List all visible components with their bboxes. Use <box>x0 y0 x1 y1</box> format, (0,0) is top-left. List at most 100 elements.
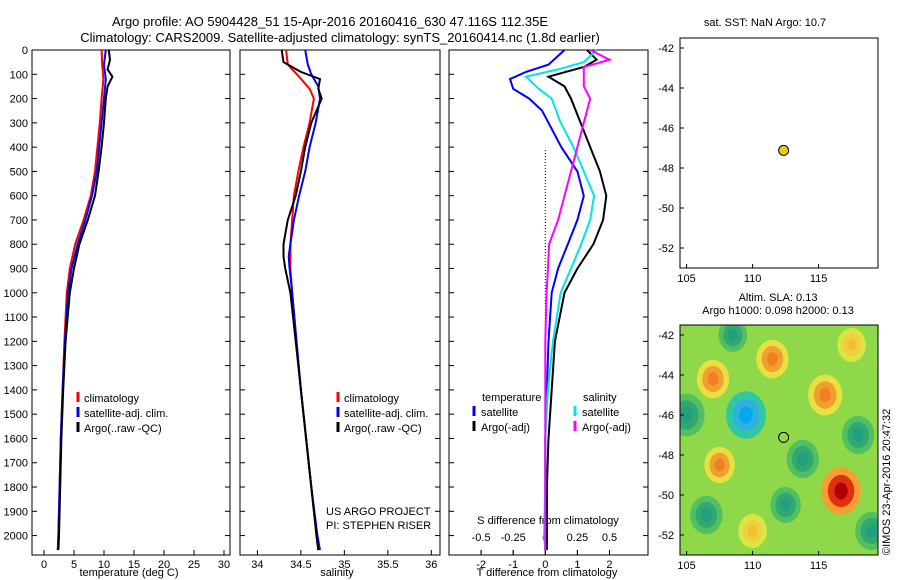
sla-anomaly-center <box>701 508 712 522</box>
depth-tick-label: 1100 <box>4 312 28 324</box>
salinity-diff-tick-label: -0.25 <box>501 532 526 544</box>
depth-tick-label: 1900 <box>4 506 28 518</box>
difference-xtick-label: 0 <box>542 559 548 571</box>
sst_map-xtick-label: 115 <box>810 273 828 285</box>
figure-title-line2: Climatology: CARS2009. Satellite-adjuste… <box>80 30 600 45</box>
difference-xtick-label: 1 <box>574 559 580 571</box>
temperature-legend-title: temperature <box>482 392 541 404</box>
temperature-legend-entry: Argo(..raw -QC) <box>84 423 162 435</box>
sst_map-ytick-label: -52 <box>658 243 674 255</box>
sla_map-ytick-label: -44 <box>658 370 674 382</box>
difference-frame <box>448 49 649 556</box>
sla-anomaly-center <box>834 482 848 500</box>
sla_map-xtick-label: 115 <box>810 560 828 572</box>
temperature-panel: 0 5 10 15 20 25 300100200300400500600700800900… <box>4 45 231 571</box>
salinity-xtick-label: 34 <box>251 559 263 571</box>
temperature-xtick-label: 10 <box>98 559 110 571</box>
salinity-xtick-label: 36 <box>425 559 437 571</box>
temperature-xtick-label: 15 <box>128 559 140 571</box>
depth-tick-label: 1800 <box>4 482 28 494</box>
difference-xtick-label: -2 <box>476 559 486 571</box>
temperature-legend-entry: satellite <box>481 407 518 419</box>
sla_map-ytick-label: -52 <box>658 530 674 542</box>
salinity-xlabel: salinity <box>320 567 354 579</box>
sla-anomaly-center <box>767 352 778 366</box>
sst_map-ytick-label: -50 <box>658 203 674 215</box>
depth-tick-label: 1200 <box>4 336 28 348</box>
sst_map-xtick-label: 105 <box>677 273 695 285</box>
sla_map-panel: 105 110 115 -42 -44 -46 -48 -50 -52 <box>658 324 879 572</box>
salinity-legend-entry: satellite-adj. clim. <box>344 408 428 420</box>
depth-tick-label: 0 <box>22 45 28 57</box>
sst_map-frame <box>679 37 879 269</box>
temperature-xlabel: temperature (deg C) <box>79 567 178 579</box>
sla-anomaly-center <box>866 524 877 538</box>
temperature-xtick-label: 0 <box>41 559 47 571</box>
sst_map-argo-location-marker <box>778 144 790 156</box>
sla-anomaly-center <box>819 387 831 403</box>
sla_map-ytick-label: -48 <box>658 450 674 462</box>
figure-title-line1: Argo profile: AO 5904428_51 15-Apr-2016 … <box>112 14 548 29</box>
imos-credit: ©IMOS 23-Apr-2016 20:47:32 <box>881 409 893 555</box>
sst_map-ytick-label: -48 <box>658 163 674 175</box>
sla_map-ytick-label: -42 <box>658 330 674 342</box>
sla_map-frame <box>679 324 879 556</box>
depth-tick-label: 400 <box>10 142 28 154</box>
salinity-diff-tick-label: 0.25 <box>567 532 588 544</box>
project-annotation: US ARGO PROJECT <box>326 506 431 518</box>
temperature-frame <box>31 49 231 556</box>
difference-salinity-argo-adj--line <box>544 49 613 551</box>
salinity-xtick-label: 35.5 <box>377 559 398 571</box>
salinity-diff-tick-label: -0.5 <box>472 532 491 544</box>
sla_map-xtick-label: 105 <box>677 560 695 572</box>
depth-tick-label: 1300 <box>4 361 28 373</box>
sla-anomaly-center <box>714 458 725 472</box>
salinity-legend-title: salinity <box>583 392 617 404</box>
depth-tick-label: 100 <box>10 69 28 81</box>
salinity-panel: 34 34.5 35 35.5 36 climatology satellite-adj. … <box>239 49 441 571</box>
depth-tick-label: 1400 <box>4 385 28 397</box>
sla_map-xtick-label: 110 <box>744 560 762 572</box>
temperature-xtick-label: 30 <box>218 559 230 571</box>
sst_map-ytick-label: -46 <box>658 123 674 135</box>
sla-anomaly-center <box>707 372 719 386</box>
sst-map-title: sat. SST: NaN Argo: 10.7 <box>704 17 826 29</box>
sla-anomaly-center <box>747 524 758 538</box>
temperature-xtick-label: 25 <box>188 559 200 571</box>
difference-xlabel: T difference from climatology <box>477 567 618 579</box>
depth-tick-label: 1600 <box>4 433 28 445</box>
sst_map-panel: 105 110 115 -42 -44 -46 -48 -50 -52 <box>658 37 879 285</box>
sla-anomaly-center <box>780 498 791 512</box>
depth-tick-label: 800 <box>10 239 28 251</box>
sla_map-ytick-label: -50 <box>658 490 674 502</box>
difference-top-label: S difference from climatology <box>477 515 619 527</box>
depth-tick-label: 1700 <box>4 458 28 470</box>
sla-field <box>680 325 878 555</box>
sla-anomaly-center <box>739 406 753 424</box>
depth-tick-label: 900 <box>10 264 28 276</box>
temperature-legend-entry: satellite-adj. clim. <box>84 408 168 420</box>
salinity-legend-entry: satellite <box>582 407 619 419</box>
sla_map-ytick-label: -46 <box>658 410 674 422</box>
salinity-xtick-label: 35 <box>338 559 350 571</box>
difference-xtick-label: 2 <box>606 559 612 571</box>
sla-anomaly-center <box>852 428 864 442</box>
difference-xtick-label: -1 <box>508 559 518 571</box>
sla-anomaly-center <box>797 452 809 466</box>
difference-temperature-argo-adj--line <box>545 49 608 551</box>
sst_map-ytick-label: -42 <box>658 43 674 55</box>
salinity-legend-entry: Argo(-adj) <box>582 422 631 434</box>
depth-tick-label: 600 <box>10 191 28 203</box>
depth-tick-label: 200 <box>10 94 28 106</box>
sst_map-ytick-label: -44 <box>658 83 674 95</box>
temperature-legend-entry: climatology <box>84 393 140 405</box>
sst_map-xtick-label: 110 <box>744 273 762 285</box>
sla-map-title-line1: Altim. SLA: 0.13 <box>739 292 818 304</box>
salinity-diff-tick-label: 0.5 <box>602 532 617 544</box>
depth-tick-label: 2000 <box>4 531 28 543</box>
depth-tick-label: 500 <box>10 166 28 178</box>
depth-tick-label: 300 <box>10 118 28 130</box>
